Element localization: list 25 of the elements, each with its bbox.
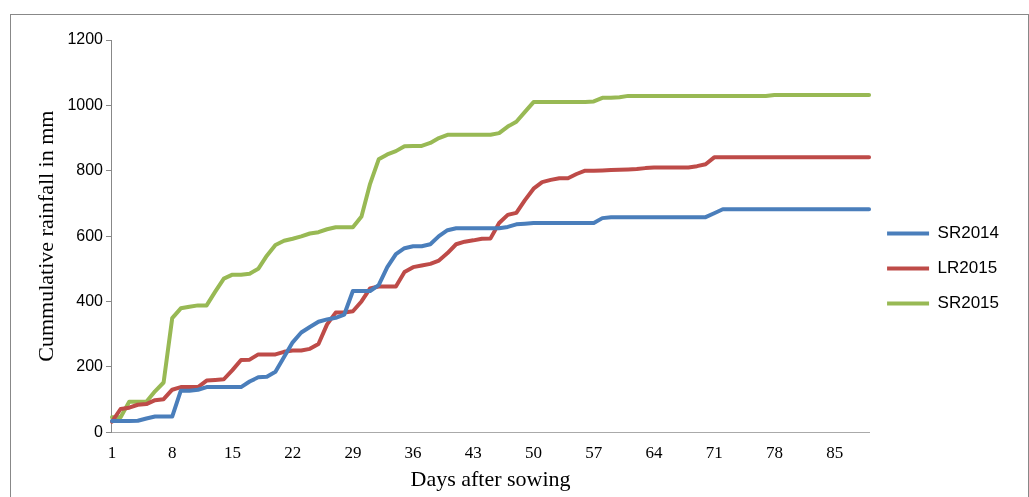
y-tick-label: 400 (76, 291, 104, 309)
x-tick-label: 71 (705, 442, 723, 462)
x-tick-label: 78 (765, 442, 783, 462)
x-tick-label: 85 (826, 442, 844, 462)
x-tick-label: 50 (525, 442, 543, 462)
x-tick-label: 64 (645, 442, 663, 462)
x-axis-title: Days after sowing (410, 465, 571, 491)
x-tick-label: 1 (107, 442, 117, 462)
y-tick-label: 800 (76, 161, 104, 179)
x-tick-label: 22 (284, 442, 302, 462)
x-tick-label: 43 (464, 442, 482, 462)
y-tick-label: 600 (76, 226, 104, 244)
y-axis-title: Cummulative rainfall in mm (32, 110, 58, 362)
x-tick-label: 57 (585, 442, 603, 462)
legend-label: SR2015 (937, 293, 999, 313)
legend-label: SR2014 (937, 223, 999, 243)
x-tick-label: 29 (344, 442, 362, 462)
y-tick-label: 0 (94, 422, 104, 440)
x-tick-label: 8 (167, 442, 177, 462)
y-tick-label: 200 (76, 357, 104, 375)
legend-label: LR2015 (937, 258, 998, 278)
x-tick-label: 36 (404, 442, 422, 462)
y-tick-label: 1200 (67, 30, 104, 48)
x-tick-label: 15 (223, 442, 241, 462)
y-tick-label: 1000 (67, 95, 104, 113)
